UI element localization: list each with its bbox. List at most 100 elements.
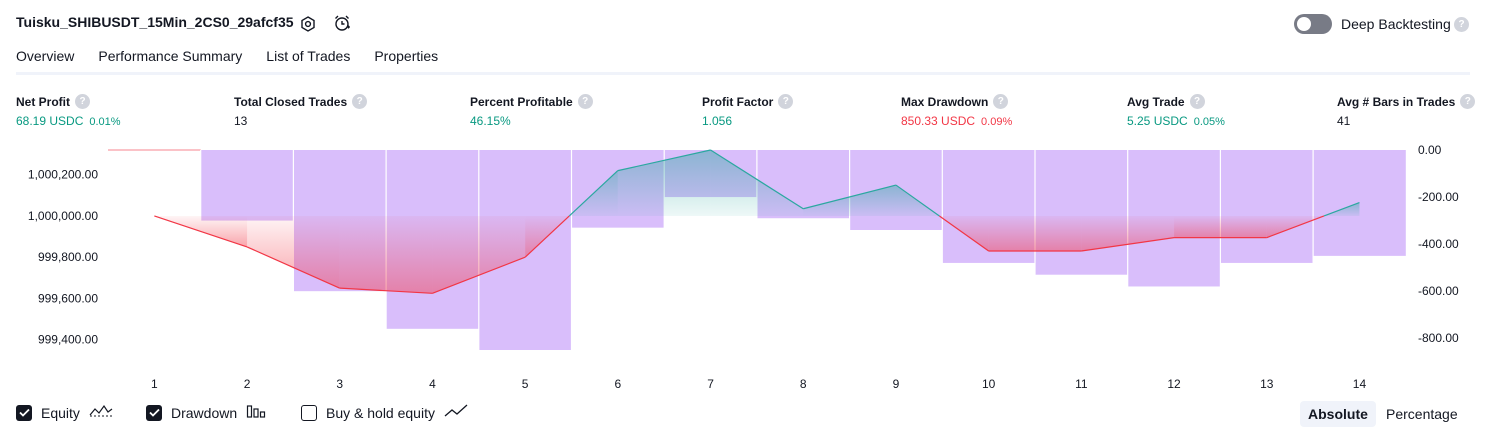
y-right-tick-label: -600.00: [1418, 284, 1459, 298]
bar-chart-icon: [246, 404, 266, 421]
info-icon[interactable]: ?: [352, 94, 368, 109]
metric-label: Percent Profitable: [470, 94, 573, 109]
metric-percent-profitable: Percent Profitable? 46.15%: [470, 94, 593, 128]
equity-area-segment: [895, 185, 940, 216]
metric-avg-bars-in-trades: Avg # Bars in Trades? 41: [1337, 94, 1476, 128]
equity-line-segment: [1081, 237, 1175, 252]
equity-area-segment: [339, 215, 433, 294]
percentage-button[interactable]: Percentage: [1386, 406, 1458, 422]
metric-value: 68.19 USDC: [16, 114, 84, 128]
x-tick-label: 1: [151, 377, 158, 391]
equity-area-segment: [803, 185, 896, 216]
metric-value: 41: [1337, 114, 1351, 128]
metric-value: 850.33 USDC: [901, 114, 976, 128]
metric-net-profit: Net Profit? 68.19 USDC 0.01%: [16, 94, 121, 128]
metric-label: Net Profit: [16, 94, 70, 109]
x-axis: 1 2 3 4 5 6 7 8 9 10 11 12 13 14: [151, 377, 1366, 391]
x-tick-label: 2: [244, 377, 251, 391]
tab-performance-summary[interactable]: Performance Summary: [98, 48, 243, 64]
equity-area: [154, 150, 1360, 294]
x-tick-label: 4: [429, 377, 436, 391]
metric-max-drawdown: Max Drawdown? 850.33 USDC 0.09%: [901, 94, 1012, 128]
deep-backtesting-toggle[interactable]: [1294, 14, 1332, 34]
metric-label: Total Closed Trades: [234, 94, 348, 109]
equity-line-segment: [1266, 215, 1325, 239]
y-right-tick-label: -200.00: [1418, 190, 1459, 204]
info-icon[interactable]: ?: [1189, 94, 1205, 109]
x-tick-label: 13: [1260, 377, 1274, 391]
equity-area-segment: [710, 150, 804, 216]
equity-area-segment: [617, 150, 711, 216]
legend-buy-hold[interactable]: Buy & hold equity: [301, 404, 468, 421]
y-left-tick-label: 1,000,200.00: [28, 168, 98, 182]
x-tick-label: 5: [522, 377, 529, 391]
equity-area-segment: [1174, 215, 1267, 238]
metric-value: 1.056: [702, 114, 733, 128]
equity-line-segment: [154, 215, 248, 248]
metric-profit-factor: Profit Factor? 1.056: [702, 94, 794, 128]
drawdown-bars: [108, 149, 1406, 350]
info-icon[interactable]: ?: [778, 94, 794, 109]
y-left-tick-label: 999,800.00: [38, 250, 98, 264]
drawdown-bar: [1220, 150, 1314, 263]
metric-value: 5.25 USDC: [1127, 114, 1188, 128]
x-tick-label: 6: [615, 377, 622, 391]
metric-percent: 0.05%: [1193, 116, 1225, 128]
legend-equity[interactable]: Equity: [16, 404, 113, 421]
equity-line-segment: [246, 246, 340, 289]
legend-drawdown[interactable]: Drawdown: [146, 404, 266, 421]
x-tick-label: 9: [893, 377, 900, 391]
alarm-clock-icon[interactable]: [332, 13, 352, 33]
metric-label: Max Drawdown: [901, 94, 989, 109]
y-axis-right: 0.00 -200.00 -400.00 -600.00 -800.00: [1418, 143, 1459, 345]
metric-label: Avg Trade: [1127, 94, 1185, 109]
info-icon[interactable]: ?: [75, 94, 90, 109]
equity-drawdown-chart[interactable]: 1,000,200.00 1,000,000.00 999,800.00 999,60…: [0, 140, 1486, 400]
y-right-tick-label: -800.00: [1418, 331, 1459, 345]
absolute-button[interactable]: Absolute: [1300, 401, 1376, 427]
equity-area-segment: [1081, 215, 1175, 252]
drawdown-bar: [1035, 150, 1128, 275]
help-icon[interactable]: ?: [1454, 17, 1469, 32]
equity-line-segment: [1323, 202, 1360, 217]
metric-value: 13: [234, 114, 248, 128]
x-tick-label: 11: [1075, 377, 1088, 391]
y-axis-left: 1,000,200.00 1,000,000.00 999,800.00 999,60…: [28, 168, 98, 347]
settings-icon[interactable]: [298, 14, 318, 34]
y-left-tick-label: 999,600.00: [38, 291, 98, 305]
equity-area-segment: [247, 215, 340, 289]
equity-label: Equity: [41, 404, 80, 421]
equity-area-segment: [432, 215, 526, 294]
metric-label: Profit Factor: [702, 94, 774, 109]
x-tick-label: 10: [982, 377, 996, 391]
equity-line-segment: [803, 184, 897, 210]
info-icon[interactable]: ?: [577, 94, 593, 109]
y-left-tick-label: 999,400.00: [38, 333, 98, 347]
tab-list-of-trades[interactable]: List of Trades: [266, 48, 351, 64]
equity-line-segment: [617, 149, 711, 172]
equity-line-segment: [895, 184, 940, 217]
metric-total-closed-trades: Total Closed Trades? 13: [234, 94, 368, 128]
x-tick-label: 7: [707, 377, 714, 391]
x-tick-label: 12: [1167, 377, 1181, 391]
tab-divider: [16, 72, 1470, 75]
equity-line-icon: [89, 404, 113, 421]
equity-line-segment: [524, 215, 570, 258]
equity-line: [154, 149, 1360, 294]
trend-line-icon: [444, 404, 468, 421]
metric-label: Avg # Bars in Trades: [1337, 94, 1456, 109]
equity-checkbox[interactable]: [16, 404, 32, 421]
tab-properties[interactable]: Properties: [374, 48, 439, 64]
y-right-tick-label: -400.00: [1418, 237, 1459, 251]
buy-hold-checkbox[interactable]: [301, 404, 317, 421]
metric-avg-trade: Avg Trade? 5.25 USDC 0.05%: [1127, 94, 1225, 128]
info-icon[interactable]: ?: [993, 94, 1009, 109]
info-icon[interactable]: ?: [1460, 94, 1476, 109]
drawdown-label: Drawdown: [171, 404, 238, 421]
drawdown-checkbox[interactable]: [146, 404, 162, 421]
equity-area-segment: [988, 215, 1082, 252]
equity-line-segment: [939, 215, 989, 252]
tab-overview[interactable]: Overview: [16, 48, 75, 75]
metric-percent: 0.01%: [89, 116, 121, 128]
equity-line-segment: [432, 256, 526, 294]
